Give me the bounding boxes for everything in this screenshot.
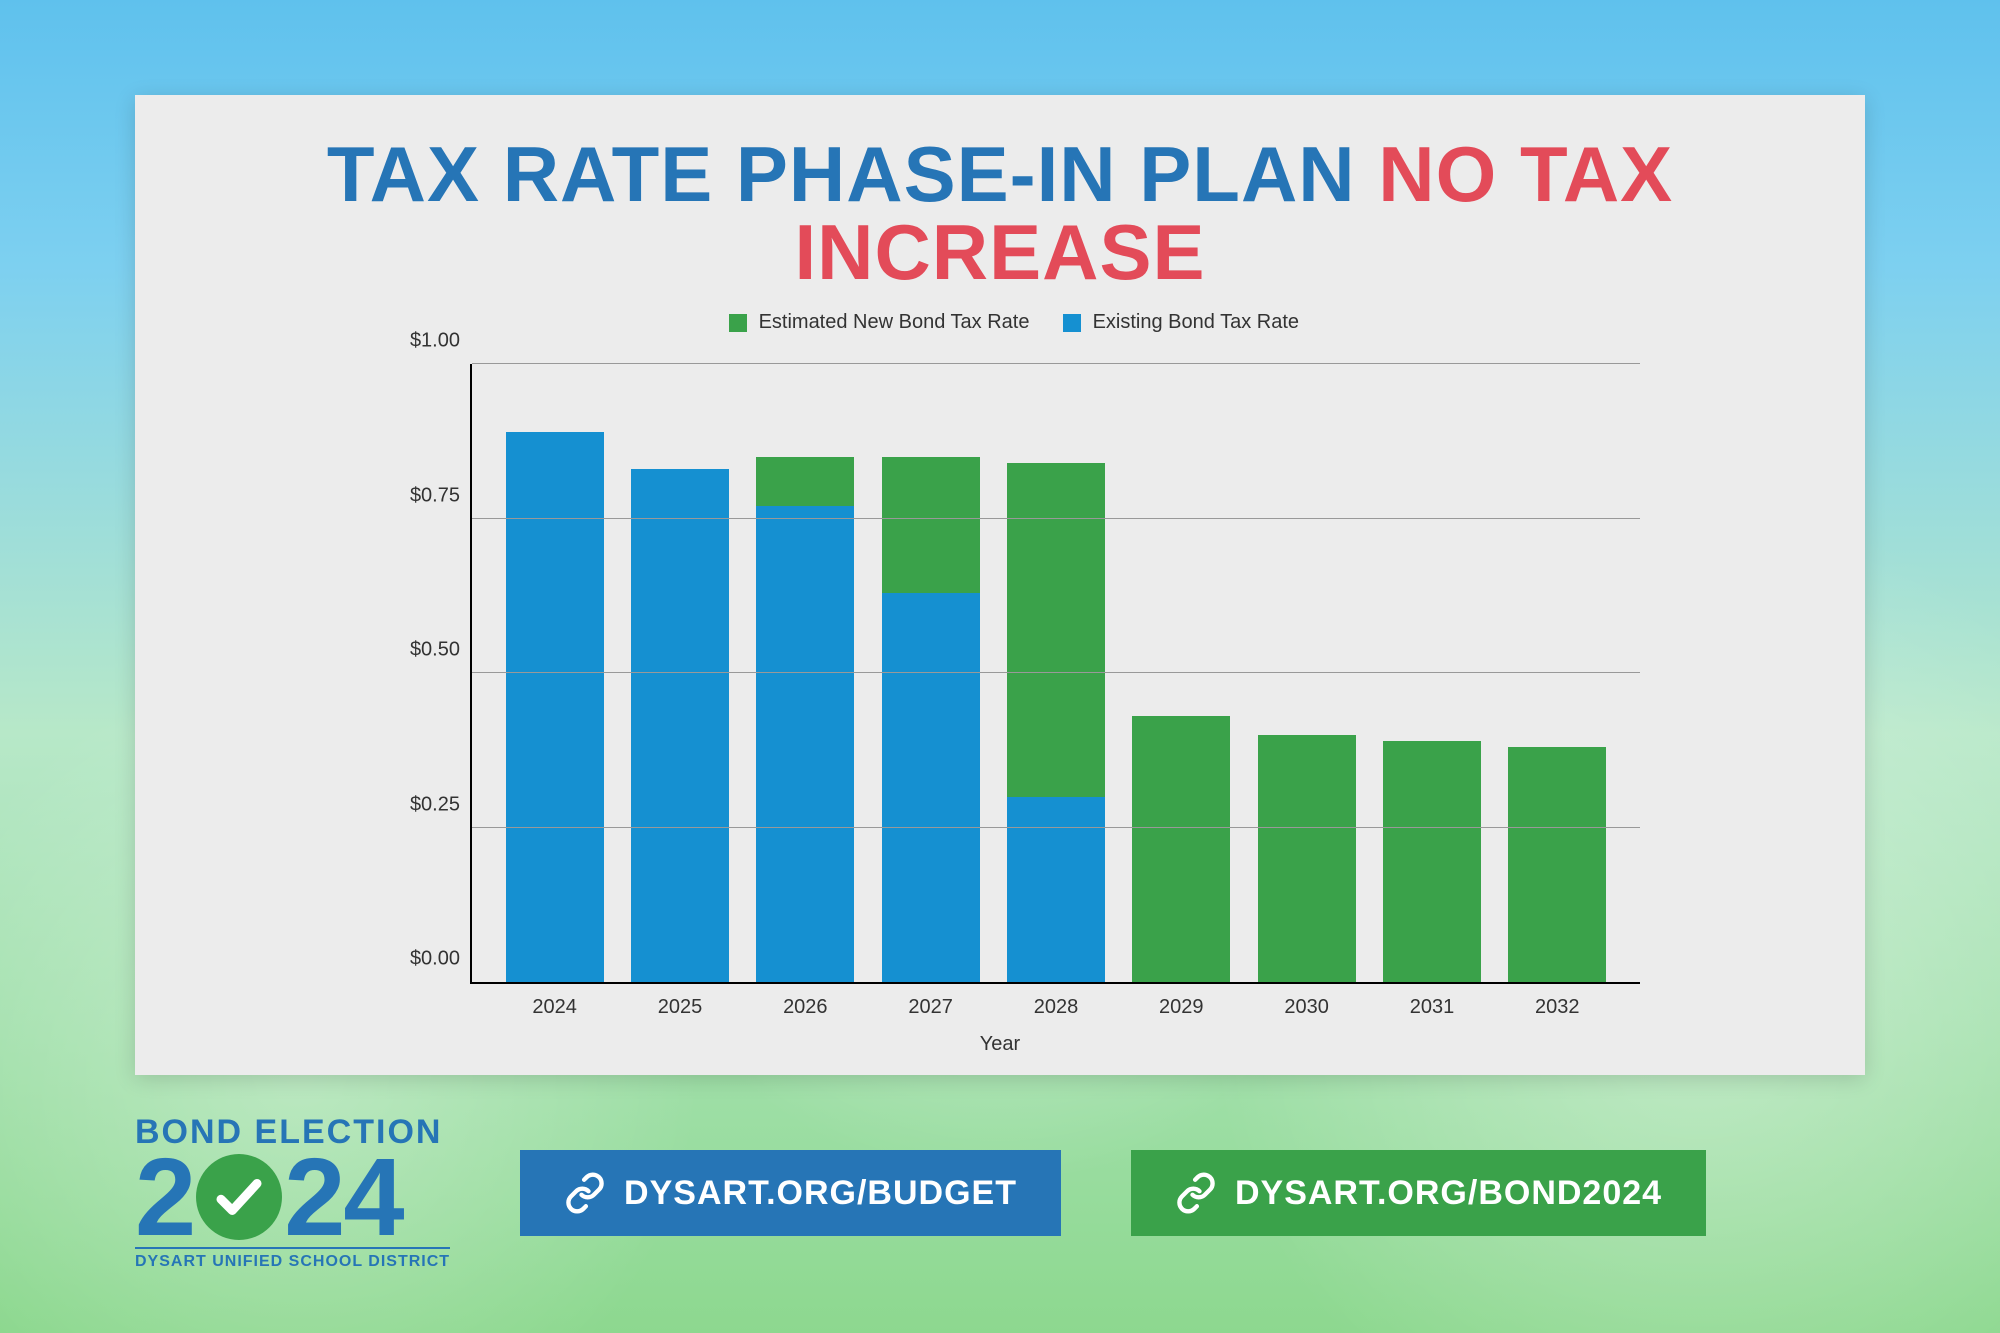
bar-segment-existing [882,593,980,982]
grid-line [472,363,1640,364]
bar-segment-new [1508,747,1606,982]
bar-stack [506,364,604,982]
y-tick-label: $1.00 [410,330,472,353]
bar-stack [1508,364,1606,982]
x-tick-label: 2031 [1410,982,1455,1019]
footer: BOND ELECTION 2 24 DYSART UNIFIED SCHOOL… [135,1113,1865,1273]
x-tick-label: 2025 [658,982,703,1019]
bar-stack [1383,364,1481,982]
bar-segment-new [1132,716,1230,982]
x-tick-label: 2032 [1535,982,1580,1019]
bar-stack [1132,364,1230,982]
budget-link-label: DYSART.ORG/BUDGET [624,1174,1017,1213]
bar-slot: 2026 [743,364,868,982]
headline: TAX RATE PHASE-IN PLAN NO TAX INCREASE [195,135,1805,291]
link-icon [564,1172,606,1214]
bar-stack [756,364,854,982]
logo-year-before: 2 [135,1148,194,1247]
budget-link-button[interactable]: DYSART.ORG/BUDGET [520,1150,1061,1236]
x-tick-label: 2030 [1284,982,1329,1019]
grid-line [472,672,1640,673]
legend-label-existing: Existing Bond Tax Rate [1093,311,1299,333]
y-tick-label: $0.00 [410,948,472,971]
bar-segment-new [756,457,854,506]
plot-area: 202420252026202720282029203020312032 $0.… [470,364,1640,984]
bar-segment-existing [1007,797,1105,982]
y-tick-label: $0.50 [410,639,472,662]
legend-swatch-new [729,314,747,332]
bar-stack [1007,364,1105,982]
bar-segment-new [1258,735,1356,982]
legend-swatch-existing [1063,314,1081,332]
bar-segment-new [1383,741,1481,982]
x-tick-label: 2029 [1159,982,1204,1019]
bar-slot: 2029 [1119,364,1244,982]
bond-link-label: DYSART.ORG/BOND2024 [1235,1174,1662,1213]
bar-slot: 2025 [617,364,742,982]
bond-link-button[interactable]: DYSART.ORG/BOND2024 [1131,1150,1706,1236]
x-tick-label: 2026 [783,982,828,1019]
chart-area: Tax Rate (per $100 of assessed limited p… [350,344,1650,1064]
bar-slot: 2028 [993,364,1118,982]
y-tick-label: $0.75 [410,484,472,507]
bar-stack [1258,364,1356,982]
bars-container: 202420252026202720282029203020312032 [472,364,1640,982]
chart-card: TAX RATE PHASE-IN PLAN NO TAX INCREASE E… [135,95,1865,1075]
x-tick-label: 2028 [1034,982,1079,1019]
logo-year-after: 24 [284,1148,402,1247]
bar-slot: 2032 [1495,364,1620,982]
bond-election-logo: BOND ELECTION 2 24 DYSART UNIFIED SCHOOL… [135,1117,450,1269]
bar-segment-new [882,457,980,593]
x-tick-label: 2027 [908,982,953,1019]
legend-label-new: Estimated New Bond Tax Rate [759,311,1030,333]
bar-slot: 2031 [1369,364,1494,982]
bar-slot: 2027 [868,364,993,982]
headline-part1: TAX RATE PHASE-IN PLAN [327,130,1378,218]
x-tick-label: 2024 [532,982,577,1019]
bar-segment-existing [756,506,854,982]
bar-segment-existing [631,469,729,982]
x-axis-label: Year [980,1033,1020,1056]
link-icon [1175,1172,1217,1214]
bar-segment-existing [506,432,604,982]
bar-stack [882,364,980,982]
bar-stack [631,364,729,982]
bar-segment-new [1007,463,1105,797]
grid-line [472,518,1640,519]
y-tick-label: $0.25 [410,793,472,816]
checkmark-circle-icon [196,1154,282,1240]
bar-slot: 2030 [1244,364,1369,982]
grid-line [472,827,1640,828]
bar-slot: 2024 [492,364,617,982]
logo-year: 2 24 [135,1148,450,1247]
